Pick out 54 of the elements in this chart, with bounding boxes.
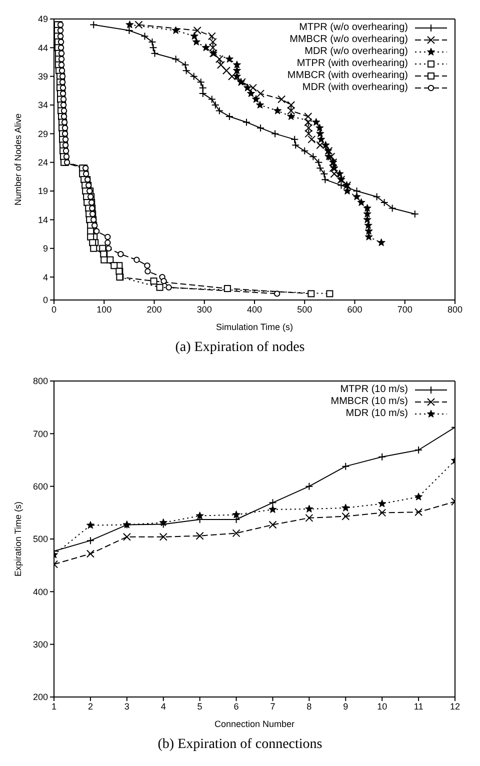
- y-tick-label: 0: [42, 295, 48, 306]
- y-tick-label: 39: [38, 72, 48, 82]
- x-tick-label: 0: [51, 304, 57, 314]
- legend-label: MMBCR (with overhearing): [287, 70, 408, 82]
- x-tick-label: 600: [347, 304, 362, 314]
- y-axis-title: Expiration Time (s): [13, 501, 24, 577]
- x-tick-label: 3: [124, 701, 130, 712]
- legend-label: MDR (10 m/s): [346, 408, 408, 420]
- y-tick-label: 34: [38, 100, 48, 110]
- text: (b) Expiration of connections: [156, 737, 324, 753]
- x-tick-label: 300: [196, 304, 212, 314]
- text: (a) Expiration of nodes: [174, 340, 306, 356]
- x-tick-label: 12: [450, 701, 460, 712]
- y-tick-label: 500: [32, 534, 48, 544]
- y-tick-label: 600: [32, 482, 48, 492]
- x-tick-label: 4: [160, 701, 166, 712]
- x-tick-label: 100: [96, 304, 112, 314]
- x-tick-label: 500: [297, 304, 312, 314]
- x-tick-label: 200: [146, 304, 162, 314]
- y-tick-label: 49: [38, 14, 48, 24]
- y-tick-label: 700: [32, 428, 48, 439]
- y-axis-title: Number of Nodes Alive: [13, 113, 24, 206]
- x-axis-title: Connection Number: [214, 719, 295, 729]
- x-tick-label: 1: [51, 701, 57, 712]
- x-tick-label: 8: [306, 701, 312, 712]
- legend-label: MDR (w/o overhearing): [304, 46, 408, 58]
- x-axis-title: Simulation Time (s): [216, 322, 294, 332]
- legend-label: MTPR (w/o overhearing): [299, 22, 408, 34]
- y-tick-label: 29: [38, 128, 48, 139]
- legend-label: MTPR (with overhearing): [296, 58, 408, 70]
- y-tick-label: 300: [32, 640, 48, 650]
- x-tick-label: 5: [197, 701, 202, 712]
- x-tick-label: 400: [246, 304, 262, 314]
- y-tick-label: 200: [32, 692, 48, 702]
- x-tick-label: 2: [88, 701, 93, 712]
- y-tick-label: 24: [38, 158, 48, 168]
- legend-label: MDR (with overhearing): [302, 82, 408, 94]
- y-tick-label: 19: [38, 186, 48, 196]
- y-tick-label: 44: [38, 42, 48, 53]
- y-tick-label: 4: [42, 272, 48, 282]
- y-tick-label: 400: [32, 586, 48, 597]
- x-tick-label: 800: [447, 304, 463, 314]
- x-tick-label: 700: [397, 304, 412, 314]
- x-tick-label: 6: [234, 701, 239, 712]
- y-tick-label: 14: [38, 214, 48, 225]
- y-tick-label: 800: [32, 376, 48, 386]
- x-tick-label: 10: [377, 701, 388, 712]
- legend-label: MTPR (10 m/s): [340, 384, 408, 396]
- x-tick-label: 7: [270, 701, 276, 712]
- x-tick-label: 11: [414, 701, 424, 712]
- legend-label: MMBCR (10 m/s): [330, 396, 408, 408]
- x-tick-label: 9: [343, 701, 348, 712]
- y-tick-label: 9: [42, 244, 48, 254]
- legend-label: MMBCR (w/o overhearing): [290, 34, 408, 46]
